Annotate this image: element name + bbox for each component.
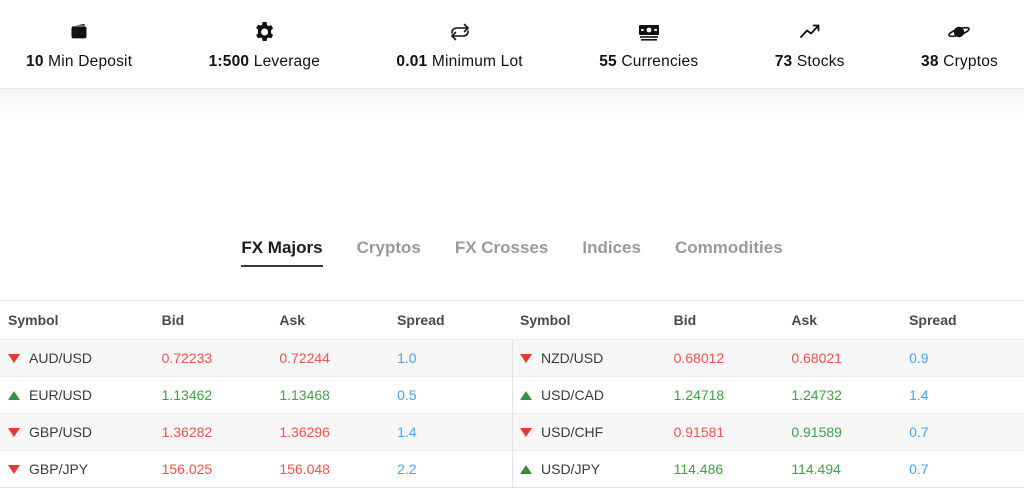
symbol-label: NZD/USD — [541, 349, 604, 366]
triangle-up-icon — [520, 464, 532, 474]
table-row: AUD/USD 0.72233 0.72244 1.0 — [0, 338, 512, 376]
bid-value: 0.68012 — [665, 338, 784, 376]
bid-value: 0.72233 — [153, 338, 272, 376]
ask-value: 114.494 — [783, 449, 902, 488]
banknote-icon — [636, 20, 662, 44]
ask-value: 1.24732 — [783, 375, 902, 413]
triangle-up-icon — [8, 390, 20, 400]
symbol-label: AUD/USD — [29, 349, 93, 366]
stat-leverage: 1:500 Leverage — [209, 18, 320, 71]
symbol-label: EUR/USD — [29, 386, 93, 403]
spread-value: 0.7 — [901, 449, 1024, 488]
col-header-bid: Bid — [665, 301, 784, 339]
table-divider — [512, 339, 513, 488]
symbol-cell: NZD/USD — [512, 338, 666, 376]
stat-minimum-lot: 0.01 Minimum Lot — [396, 18, 523, 71]
ask-value: 0.72244 — [271, 338, 390, 376]
bid-value: 114.486 — [665, 449, 784, 488]
stat-label: 10 Min Deposit — [26, 52, 133, 70]
market-tabs: FX Majors Cryptos FX Crosses Indices Com… — [0, 238, 1024, 267]
symbol-label: USD/JPY — [541, 460, 601, 477]
swap-arrows-icon — [447, 20, 473, 44]
table-row: NZD/USD 0.68012 0.68021 0.9 — [512, 338, 1024, 376]
symbol-cell: EUR/USD — [0, 375, 154, 413]
col-header-spread: Spread — [389, 301, 512, 339]
symbol-label: USD/CAD — [541, 386, 605, 403]
stat-currencies: 55 Currencies — [599, 18, 698, 71]
wallet-icon — [67, 20, 91, 44]
stat-label: 73 Stocks — [774, 52, 845, 70]
col-header-spread: Spread — [901, 301, 1024, 339]
ask-value: 0.91589 — [783, 412, 902, 450]
stat-label: 55 Currencies — [599, 52, 699, 70]
symbol-label: USD/CHF — [541, 423, 604, 440]
ask-value: 1.36296 — [271, 412, 390, 450]
stat-label: 0.01 Minimum Lot — [396, 52, 523, 70]
stat-stocks: 73 Stocks — [775, 18, 845, 71]
col-header-ask: Ask — [271, 301, 390, 339]
gear-icon — [252, 20, 276, 44]
table-row: USD/JPY 114.486 114.494 0.7 — [512, 449, 1024, 488]
price-table-right: Symbol Bid Ask Spread NZD/USD 0.68012 0.68… — [512, 301, 1024, 488]
spread-value: 2.2 — [389, 449, 512, 488]
spread-value: 1.4 — [389, 412, 512, 450]
spread-value: 1.0 — [389, 338, 512, 376]
symbol-cell: USD/CAD — [512, 375, 666, 413]
col-header-bid: Bid — [153, 301, 272, 339]
stat-label: 1:500 Leverage — [208, 52, 321, 70]
triangle-down-icon — [8, 464, 20, 474]
table-row: USD/CHF 0.91581 0.91589 0.7 — [512, 412, 1024, 450]
trend-up-icon — [797, 20, 823, 44]
ask-value: 156.048 — [271, 449, 390, 488]
table-header-row: Symbol Bid Ask Spread — [512, 301, 1024, 339]
bid-value: 0.91581 — [665, 412, 784, 450]
symbol-cell: AUD/USD — [0, 338, 154, 376]
ask-value: 1.13468 — [271, 375, 390, 413]
stat-label: 38 Cryptos — [921, 52, 998, 70]
triangle-down-icon — [520, 353, 532, 363]
triangle-up-icon — [520, 390, 532, 400]
triangle-down-icon — [520, 427, 532, 437]
table-header-row: Symbol Bid Ask Spread — [0, 301, 512, 339]
symbol-cell: USD/CHF — [512, 412, 666, 450]
col-header-symbol: Symbol — [512, 301, 666, 339]
spread-value: 0.5 — [389, 375, 512, 413]
spread-value: 1.4 — [901, 375, 1024, 413]
stat-cryptos: 38 Cryptos — [921, 18, 998, 71]
symbol-label: GBP/JPY — [29, 460, 89, 477]
spread-value: 0.9 — [901, 338, 1024, 376]
table-row: USD/CAD 1.24718 1.24732 1.4 — [512, 375, 1024, 413]
bid-value: 1.13462 — [153, 375, 272, 413]
symbol-cell: GBP/JPY — [0, 449, 154, 488]
triangle-down-icon — [8, 427, 20, 437]
table-row: GBP/JPY 156.025 156.048 2.2 — [0, 449, 512, 488]
col-header-symbol: Symbol — [0, 301, 154, 339]
spread-value: 0.7 — [901, 412, 1024, 450]
stat-min-deposit: 10 Min Deposit — [26, 18, 132, 71]
tab-fx-crosses[interactable]: FX Crosses — [454, 238, 549, 257]
bid-value: 1.36282 — [153, 412, 272, 450]
tab-fx-majors[interactable]: FX Majors — [241, 238, 323, 267]
col-header-ask: Ask — [783, 301, 902, 339]
tab-indices[interactable]: Indices — [582, 238, 641, 257]
table-row: GBP/USD 1.36282 1.36296 1.4 — [0, 412, 512, 450]
tab-cryptos[interactable]: Cryptos — [356, 238, 421, 257]
triangle-down-icon — [8, 353, 20, 363]
table-row: EUR/USD 1.13462 1.13468 0.5 — [0, 375, 512, 413]
price-table-left: Symbol Bid Ask Spread AUD/USD 0.72233 0.72… — [0, 301, 512, 488]
ask-value: 0.68021 — [783, 338, 902, 376]
saturn-icon — [946, 20, 972, 44]
stats-bar: 10 Min Deposit 1:500 Leverage 0.01 Minim… — [0, 0, 1024, 89]
symbol-cell: USD/JPY — [512, 449, 666, 488]
bid-value: 156.025 — [153, 449, 272, 488]
bid-value: 1.24718 — [665, 375, 784, 413]
section-gradient — [0, 89, 1024, 122]
tab-commodities[interactable]: Commodities — [674, 238, 783, 257]
symbol-cell: GBP/USD — [0, 412, 154, 450]
price-tables: Symbol Bid Ask Spread AUD/USD 0.72233 0.72… — [0, 300, 1024, 488]
symbol-label: GBP/USD — [29, 423, 93, 440]
